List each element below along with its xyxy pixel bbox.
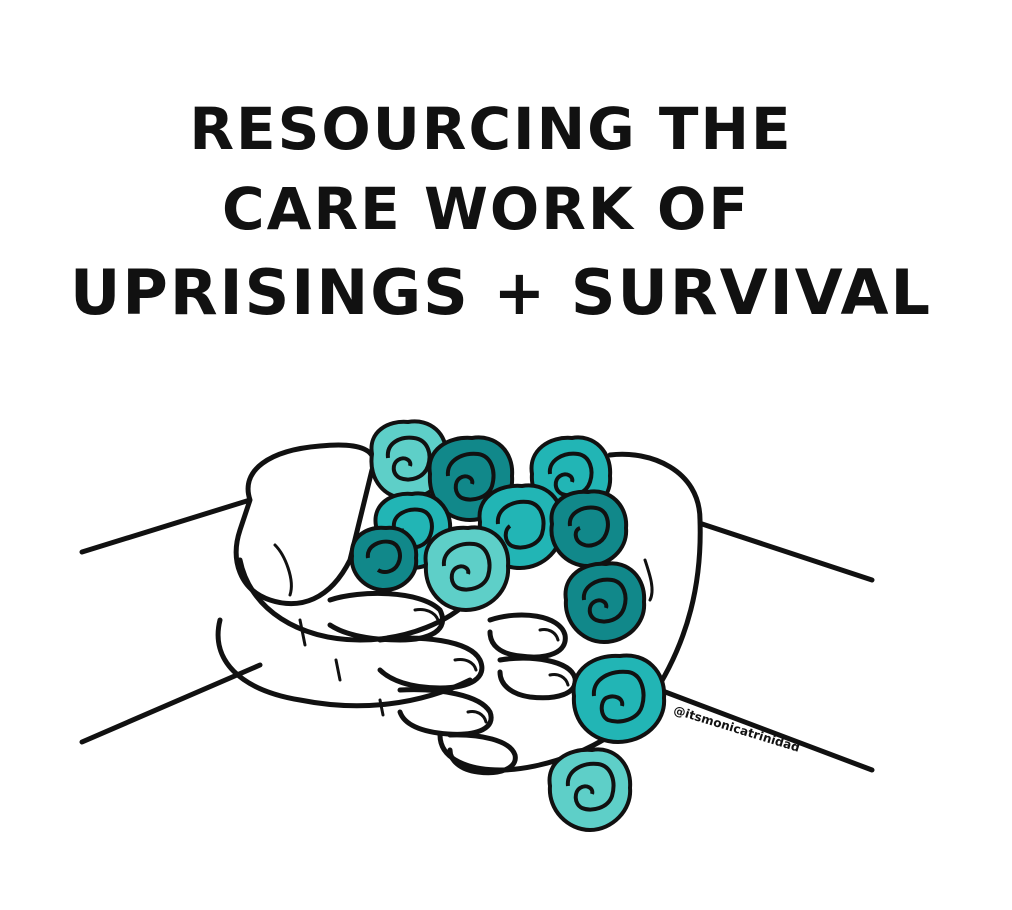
title-line-3: UPRISINGS + SURVIVAL <box>70 256 932 329</box>
left-arm-upper <box>79 497 253 555</box>
title-line-1: RESOURCING THE <box>189 95 793 163</box>
rose-icon <box>423 525 511 612</box>
rose-icon <box>549 489 629 568</box>
title: RESOURCING THE CARE WORK OF UPRISINGS + … <box>0 100 1012 324</box>
title-line-2: CARE WORK OF <box>222 175 750 243</box>
rose-icon <box>547 747 633 832</box>
rose-icon <box>349 525 419 592</box>
left-hand <box>233 442 377 607</box>
rose-icon <box>571 653 667 744</box>
right-arm-lower <box>657 687 875 773</box>
rose-icon <box>563 561 647 644</box>
roses <box>349 419 667 832</box>
left-arm-lower <box>79 662 263 745</box>
right-arm-upper <box>687 517 875 583</box>
